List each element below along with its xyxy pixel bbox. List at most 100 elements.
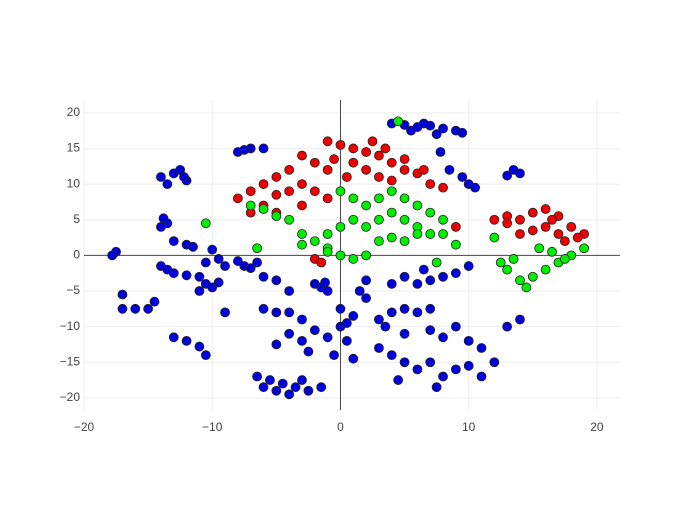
point: [476, 343, 487, 353]
point: [258, 143, 269, 154]
point: [399, 193, 410, 204]
point: [303, 346, 314, 357]
point: [271, 385, 282, 396]
point: [322, 164, 333, 175]
point: [438, 271, 448, 282]
point: [232, 193, 243, 204]
point: [425, 325, 436, 336]
point: [534, 243, 545, 254]
y-tick-label: 20: [67, 105, 81, 119]
point: [450, 239, 461, 250]
point: [188, 241, 198, 252]
point: [399, 164, 410, 175]
point: [361, 275, 372, 286]
y-tick-label: 5: [73, 212, 80, 226]
point: [117, 289, 128, 300]
point: [489, 357, 500, 368]
point: [438, 229, 448, 239]
point: [515, 314, 525, 325]
point: [380, 321, 391, 332]
point: [297, 314, 307, 325]
point: [470, 182, 481, 193]
y-tick-label: 0: [73, 248, 80, 262]
point: [335, 139, 346, 150]
point: [463, 261, 474, 271]
point: [438, 332, 448, 343]
point: [322, 136, 333, 147]
point: [322, 229, 333, 239]
point: [213, 254, 224, 264]
point: [457, 127, 468, 138]
point: [271, 189, 282, 200]
y-tick-label: 10: [67, 176, 81, 190]
point: [284, 164, 295, 175]
point: [406, 125, 416, 136]
point: [341, 172, 352, 182]
point: [181, 335, 192, 346]
point: [220, 261, 230, 271]
point: [435, 147, 446, 157]
point: [207, 244, 218, 255]
point: [489, 232, 500, 243]
point: [547, 214, 557, 225]
point: [297, 179, 307, 189]
point: [348, 311, 359, 321]
point: [258, 303, 269, 314]
x-tick-label: 20: [590, 420, 604, 434]
point: [412, 278, 423, 289]
x-tick-label: 10: [462, 420, 476, 434]
point: [156, 172, 166, 182]
point: [200, 257, 211, 268]
point: [547, 246, 557, 257]
point: [393, 375, 404, 385]
point: [149, 296, 160, 307]
point: [399, 214, 410, 225]
point: [527, 225, 538, 236]
point: [297, 375, 307, 385]
x-tick-label: −20: [74, 420, 95, 434]
point: [130, 303, 141, 314]
point: [194, 271, 205, 282]
point: [316, 257, 327, 268]
point: [284, 328, 295, 339]
point: [361, 164, 372, 175]
point: [566, 221, 577, 232]
point: [168, 236, 179, 247]
point: [412, 200, 423, 211]
y-tick-label: −20: [60, 390, 81, 404]
point: [386, 157, 397, 168]
point: [341, 335, 352, 346]
point: [502, 321, 513, 332]
point: [297, 239, 307, 250]
point: [463, 360, 474, 371]
point: [297, 200, 307, 211]
point: [502, 170, 513, 181]
point: [207, 282, 218, 293]
point: [143, 303, 154, 314]
point: [117, 303, 128, 314]
point: [418, 264, 429, 275]
point: [515, 168, 525, 179]
point: [348, 193, 359, 204]
point: [412, 229, 423, 239]
point: [168, 332, 179, 343]
point: [361, 221, 372, 232]
point: [329, 154, 339, 165]
point: [271, 211, 282, 222]
point: [399, 357, 410, 368]
point: [579, 243, 589, 254]
point: [220, 307, 230, 318]
point: [438, 371, 448, 382]
point: [107, 250, 118, 261]
point: [309, 236, 320, 247]
point: [297, 150, 307, 161]
point: [348, 353, 359, 364]
point: [271, 275, 282, 286]
point: [265, 375, 275, 385]
point: [399, 154, 410, 165]
point: [450, 364, 461, 375]
y-tick-label: −10: [60, 319, 81, 333]
point: [515, 214, 525, 225]
point: [386, 307, 397, 318]
